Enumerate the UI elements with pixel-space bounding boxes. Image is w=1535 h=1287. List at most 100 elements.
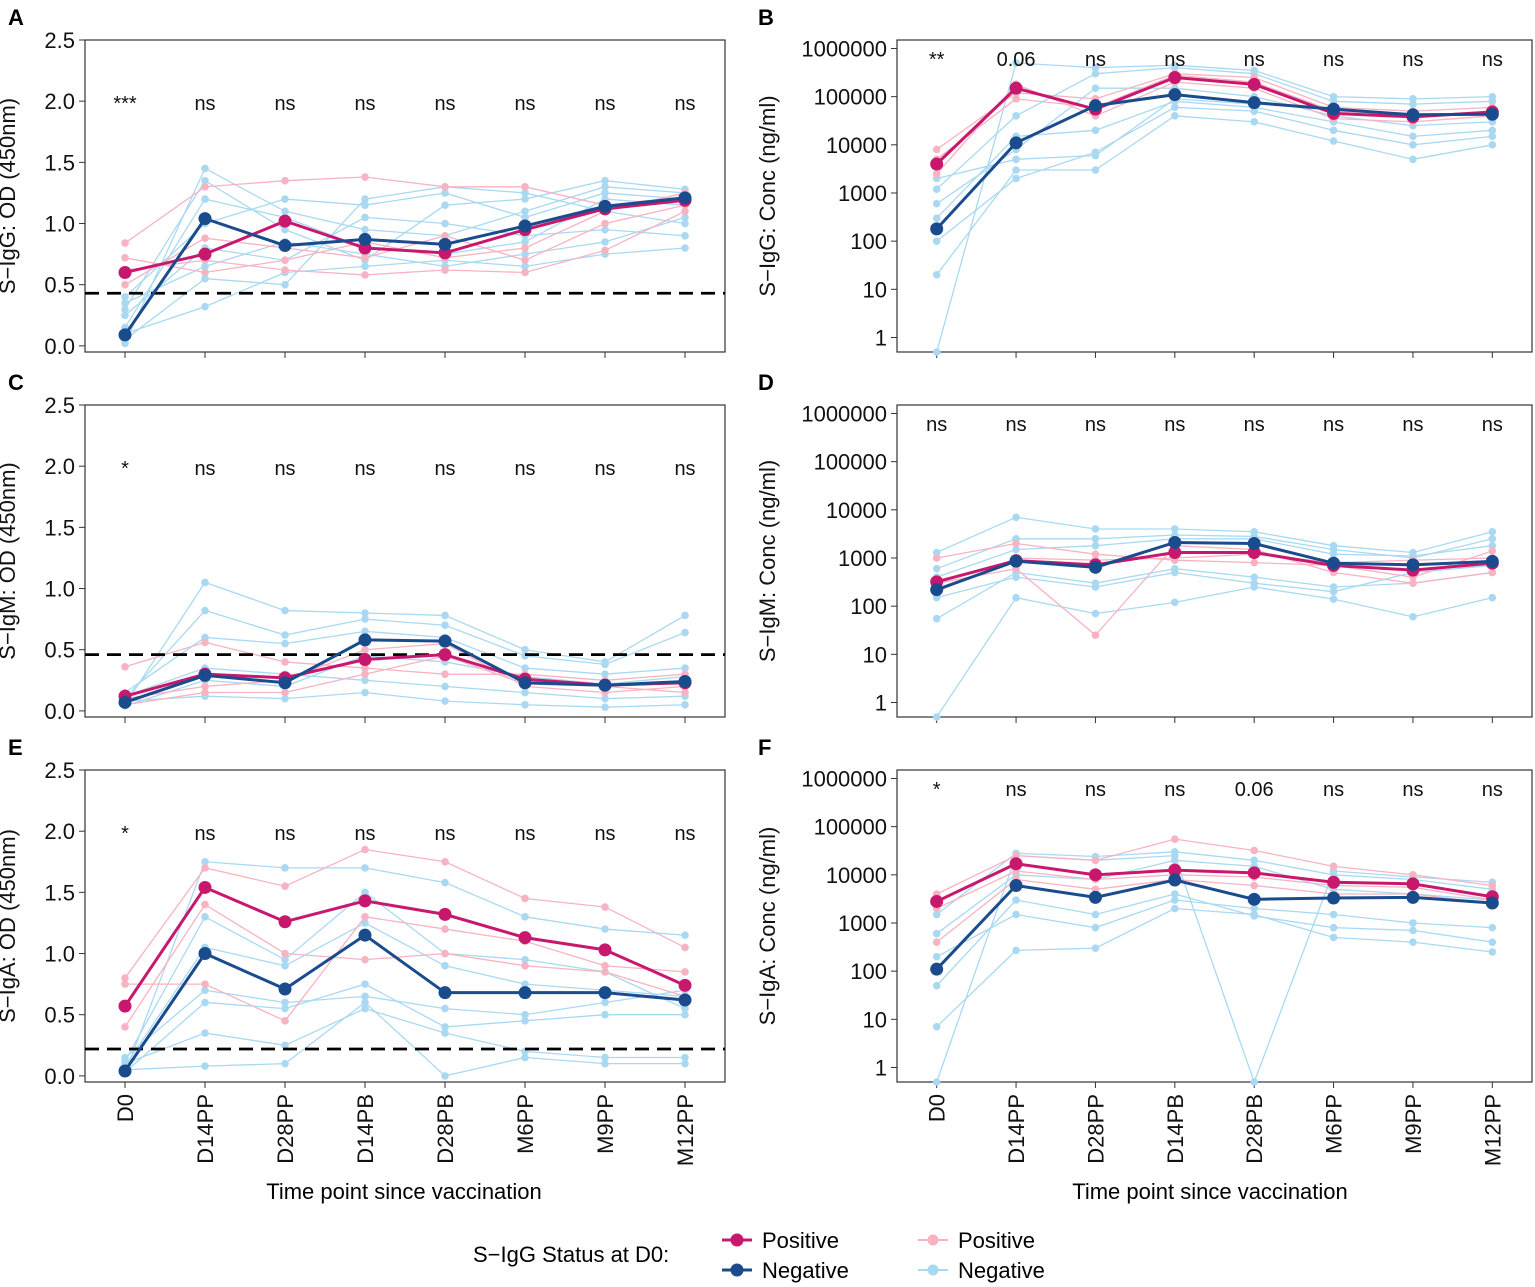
significance-label: ns bbox=[1085, 414, 1106, 436]
individual-point-negative bbox=[361, 627, 369, 636]
individual-point-positive bbox=[601, 968, 609, 976]
individual-point-negative bbox=[1091, 923, 1100, 932]
mean-point-positive bbox=[1168, 70, 1182, 84]
individual-point-negative bbox=[932, 348, 941, 356]
individual-point-positive bbox=[441, 925, 449, 933]
mean-point-positive bbox=[358, 652, 372, 666]
individual-point-negative bbox=[361, 609, 369, 617]
significance-label: ns bbox=[1482, 49, 1503, 71]
significance-label: ns bbox=[926, 414, 947, 436]
significance-label: ns bbox=[1244, 414, 1265, 436]
individual-line-negative bbox=[936, 859, 1493, 935]
individual-point-negative bbox=[521, 980, 529, 988]
mean-point-negative bbox=[598, 986, 612, 1000]
y-tick-label: 1 bbox=[875, 1055, 887, 1080]
mean-point-negative bbox=[358, 232, 372, 246]
individual-point-negative bbox=[281, 864, 289, 872]
individual-line-negative bbox=[124, 861, 686, 1074]
individual-point-negative bbox=[281, 955, 289, 964]
individual-point-negative bbox=[521, 1010, 529, 1019]
mean-point-negative bbox=[1009, 136, 1023, 150]
individual-point-positive bbox=[1250, 846, 1258, 855]
mean-point-positive bbox=[1247, 546, 1261, 560]
individual-line-negative bbox=[124, 581, 686, 706]
mean-line-negative bbox=[123, 933, 686, 1072]
individual-point-positive bbox=[121, 253, 129, 262]
individual-point-negative bbox=[281, 694, 289, 703]
individual-line-positive bbox=[124, 210, 686, 276]
individual-point-negative bbox=[361, 201, 369, 209]
individual-point-negative bbox=[1171, 896, 1179, 904]
individual-point-negative bbox=[1091, 69, 1100, 78]
individual-point-negative bbox=[932, 952, 941, 961]
individual-point-negative bbox=[121, 299, 129, 307]
significance-label: ns bbox=[674, 458, 695, 480]
individual-line-positive bbox=[125, 916, 686, 1022]
individual-point-negative bbox=[361, 195, 369, 203]
y-axis-title: S−IgG: Conc (ng/ml) bbox=[755, 95, 780, 296]
x-axis-title-left: Time point since vaccination bbox=[266, 1179, 542, 1204]
significance-label: ns bbox=[274, 93, 295, 115]
individual-line-negative bbox=[936, 538, 1493, 578]
individual-line-negative bbox=[936, 586, 1493, 718]
mean-point-negative bbox=[1485, 896, 1499, 910]
individual-point-negative bbox=[1171, 890, 1179, 898]
individual-line-positive bbox=[124, 848, 686, 979]
individual-point-negative bbox=[1488, 141, 1497, 149]
individual-point-positive bbox=[201, 864, 209, 872]
mean-line-positive bbox=[936, 862, 1493, 903]
individual-point-negative bbox=[521, 1053, 529, 1062]
individual-point-negative bbox=[1012, 573, 1020, 581]
individual-point-negative bbox=[601, 998, 609, 1007]
mean-point-negative bbox=[678, 993, 692, 1007]
individual-point-negative bbox=[281, 998, 289, 1007]
plot-frame bbox=[896, 39, 1533, 353]
individual-point-negative bbox=[1250, 573, 1258, 581]
individual-point-negative bbox=[521, 262, 529, 271]
individual-point-negative bbox=[681, 213, 689, 222]
individual-point-negative bbox=[1409, 613, 1417, 621]
individual-point-negative bbox=[521, 1017, 529, 1025]
individual-line-negative bbox=[936, 899, 1493, 958]
significance-label: ns bbox=[274, 458, 295, 480]
individual-point-negative bbox=[932, 1022, 941, 1031]
individual-point-negative bbox=[681, 1010, 689, 1019]
x-tick-label: M6PP bbox=[1322, 1094, 1347, 1154]
mean-point-negative bbox=[1247, 892, 1261, 906]
significance-label: ns bbox=[1164, 49, 1185, 71]
plot-frame bbox=[84, 39, 726, 353]
mean-point-negative bbox=[1009, 554, 1023, 568]
individual-point-negative bbox=[1091, 944, 1100, 952]
individual-point-negative bbox=[1091, 535, 1100, 543]
mean-line-negative bbox=[935, 93, 1493, 230]
panel-letter-b: B bbox=[758, 5, 774, 30]
y-tick-label: 1.0 bbox=[44, 577, 75, 602]
individual-point-negative bbox=[1012, 593, 1020, 602]
y-tick-label: 2.5 bbox=[44, 758, 75, 783]
individual-point-positive bbox=[361, 271, 369, 279]
significance-label: ** bbox=[929, 49, 945, 71]
mean-point-negative bbox=[678, 675, 692, 689]
mean-point-negative bbox=[678, 191, 692, 205]
individual-point-positive bbox=[681, 207, 689, 216]
individual-point-negative bbox=[441, 697, 449, 705]
individual-point-negative bbox=[932, 910, 941, 919]
individual-point-negative bbox=[1091, 583, 1100, 591]
individual-point-negative bbox=[201, 302, 209, 311]
x-tick-label: D14PP bbox=[193, 1094, 218, 1164]
mean-point-negative bbox=[1168, 873, 1182, 887]
individual-point-negative bbox=[681, 700, 689, 709]
individual-point-positive bbox=[361, 173, 369, 181]
individual-line-negative bbox=[936, 851, 1493, 916]
individual-point-negative bbox=[601, 238, 609, 246]
individual-point-positive bbox=[601, 903, 609, 911]
individual-point-negative bbox=[1171, 63, 1179, 72]
individual-line-positive bbox=[124, 903, 686, 1028]
individual-point-negative bbox=[1250, 912, 1258, 920]
individual-point-negative bbox=[121, 305, 129, 313]
individual-line-positive bbox=[124, 642, 686, 700]
individual-line-negative bbox=[124, 609, 686, 700]
mean-point-negative bbox=[438, 237, 452, 251]
mean-line-negative bbox=[936, 540, 1493, 592]
individual-point-positive bbox=[281, 688, 289, 697]
